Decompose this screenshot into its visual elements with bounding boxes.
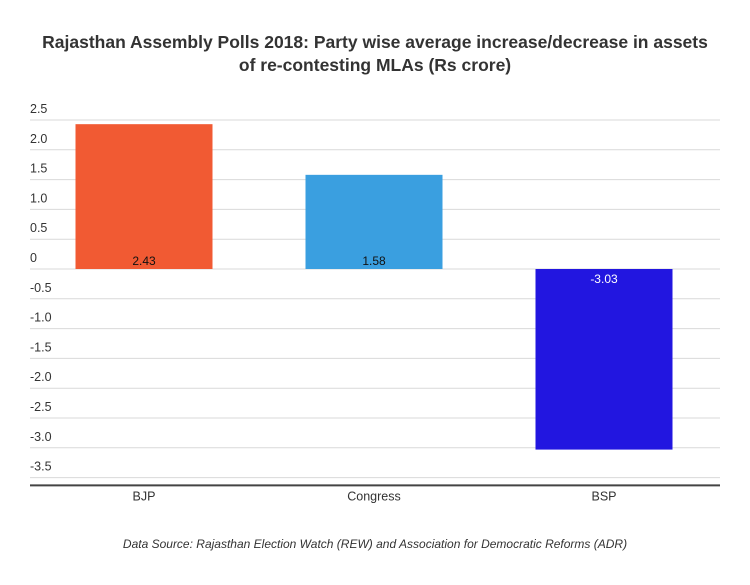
chart-title-line-1: Rajasthan Assembly Polls 2018: Party wis…: [42, 32, 708, 52]
y-tick-label: -3.5: [30, 460, 52, 474]
y-tick-label: 1.0: [30, 191, 47, 205]
bar-bsp: [535, 269, 673, 450]
chart-title-line-2: of re-contesting MLAs (Rs crore): [238, 55, 512, 75]
chart-title: Rajasthan Assembly Polls 2018: Party wis…: [0, 31, 750, 77]
x-tick-label: BJP: [133, 489, 156, 503]
y-tick-label: 0: [30, 251, 37, 265]
data-label: 2.43: [132, 254, 156, 268]
y-tick-label: -2.5: [30, 400, 52, 414]
bar-congress: [305, 174, 443, 269]
x-tick-label: Congress: [347, 489, 401, 503]
y-tick-label: -3.0: [30, 430, 52, 444]
y-tick-label: 2.0: [30, 132, 47, 146]
y-tick-label: -0.5: [30, 281, 52, 295]
y-tick-label: -2.0: [30, 370, 52, 384]
y-tick-label: 1.5: [30, 162, 47, 176]
y-tick-label: 2.5: [30, 102, 47, 116]
bar-bjp: [75, 124, 213, 269]
data-label: 1.58: [362, 254, 386, 268]
y-tick-label: 0.5: [30, 221, 47, 235]
y-tick-label: -1.5: [30, 340, 52, 354]
data-source-note: Data Source: Rajasthan Election Watch (R…: [122, 537, 628, 551]
y-tick-label: -1.0: [30, 311, 52, 325]
x-tick-label: BSP: [591, 489, 616, 503]
data-label: -3.03: [590, 272, 618, 286]
